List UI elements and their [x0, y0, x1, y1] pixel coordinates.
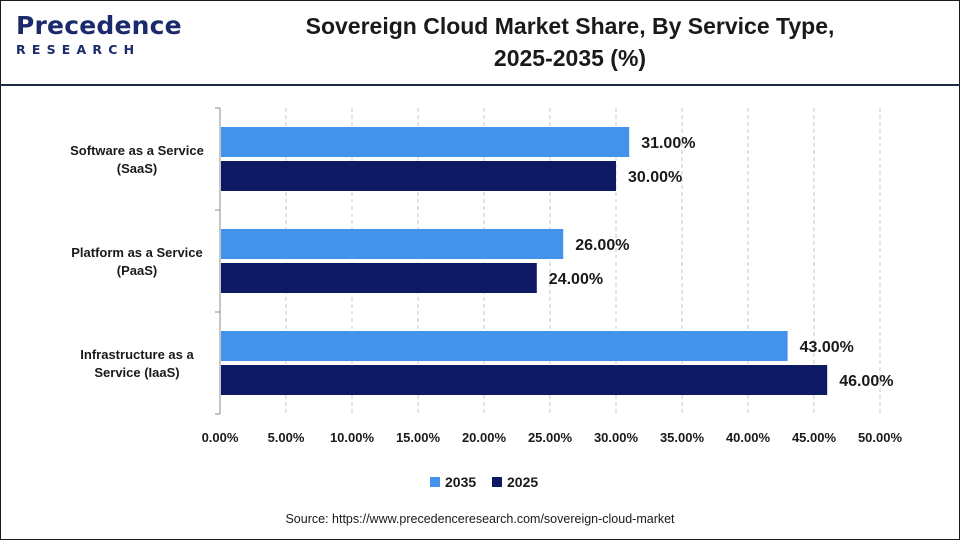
category-label-line: (SaaS) — [117, 161, 157, 176]
data-label-2035: 26.00% — [575, 237, 629, 254]
x-tick-label: 15.00% — [396, 430, 441, 445]
bars: 31.00% 30.00% 26.00% 24.00% 43.00% 46.00% — [221, 127, 893, 395]
category-label-line: (PaaS) — [117, 263, 157, 278]
category-label: Infrastructure as a Service (IaaS) — [80, 347, 194, 380]
category-label-line: Infrastructure as a — [80, 347, 194, 362]
x-tick-label: 10.00% — [330, 430, 375, 445]
legend-label-2025: 2025 — [507, 474, 538, 490]
chart-title: Sovereign Cloud Market Share, By Service… — [200, 10, 940, 74]
category-label: Platform as a Service (PaaS) — [71, 245, 203, 278]
x-tick-label: 35.00% — [660, 430, 705, 445]
chart-title-line-1: Sovereign Cloud Market Share, By Service… — [305, 13, 835, 39]
logo-wordmark: Precedence — [16, 11, 182, 40]
category-label: Software as a Service (SaaS) — [70, 143, 204, 176]
data-label-2035: 43.00% — [800, 339, 854, 356]
x-tick-label: 0.00% — [202, 430, 239, 445]
legend-label-2035: 2035 — [445, 474, 476, 490]
category-label-line: Service (IaaS) — [94, 365, 179, 380]
data-label-2025: 30.00% — [628, 169, 682, 186]
x-tick-label: 45.00% — [792, 430, 837, 445]
x-tick-label: 20.00% — [462, 430, 507, 445]
logo-subtext: RESEARCH — [16, 42, 141, 57]
category-label-line: Platform as a Service — [71, 245, 203, 260]
data-label-2025: 24.00% — [549, 271, 603, 288]
bar-2025 — [221, 365, 828, 395]
bar-2025 — [221, 161, 616, 191]
bar-2035 — [221, 127, 630, 157]
x-tick-label: 40.00% — [726, 430, 771, 445]
legend-swatch-2025 — [492, 477, 502, 487]
data-label-2025: 46.00% — [839, 373, 893, 390]
legend-swatch-2035 — [430, 477, 440, 487]
bar-2035 — [221, 229, 564, 259]
axes: 0.00% 5.00% 10.00% 15.00% 20.00% 25.00% 30.00%… — [70, 107, 903, 445]
chart-title-line-2: 2025-2035 (%) — [493, 45, 647, 71]
x-tick-label: 5.00% — [268, 430, 305, 445]
gridlines — [285, 108, 881, 414]
legend: 2035 2025 — [430, 474, 538, 490]
x-tick-label: 25.00% — [528, 430, 573, 445]
x-tick-label: 30.00% — [594, 430, 639, 445]
data-label-2035: 31.00% — [641, 135, 695, 152]
bar-2025 — [221, 263, 537, 293]
bar-2035 — [221, 331, 788, 361]
header: Precedence RESEARCH Sovereign Cloud Mark… — [0, 0, 960, 86]
precedence-research-logo: Precedence RESEARCH — [16, 11, 182, 72]
category-label-line: Software as a Service — [70, 143, 204, 158]
source-note: Source: https://www.precedenceresearch.c… — [285, 512, 675, 526]
x-tick-label: 50.00% — [858, 430, 903, 445]
